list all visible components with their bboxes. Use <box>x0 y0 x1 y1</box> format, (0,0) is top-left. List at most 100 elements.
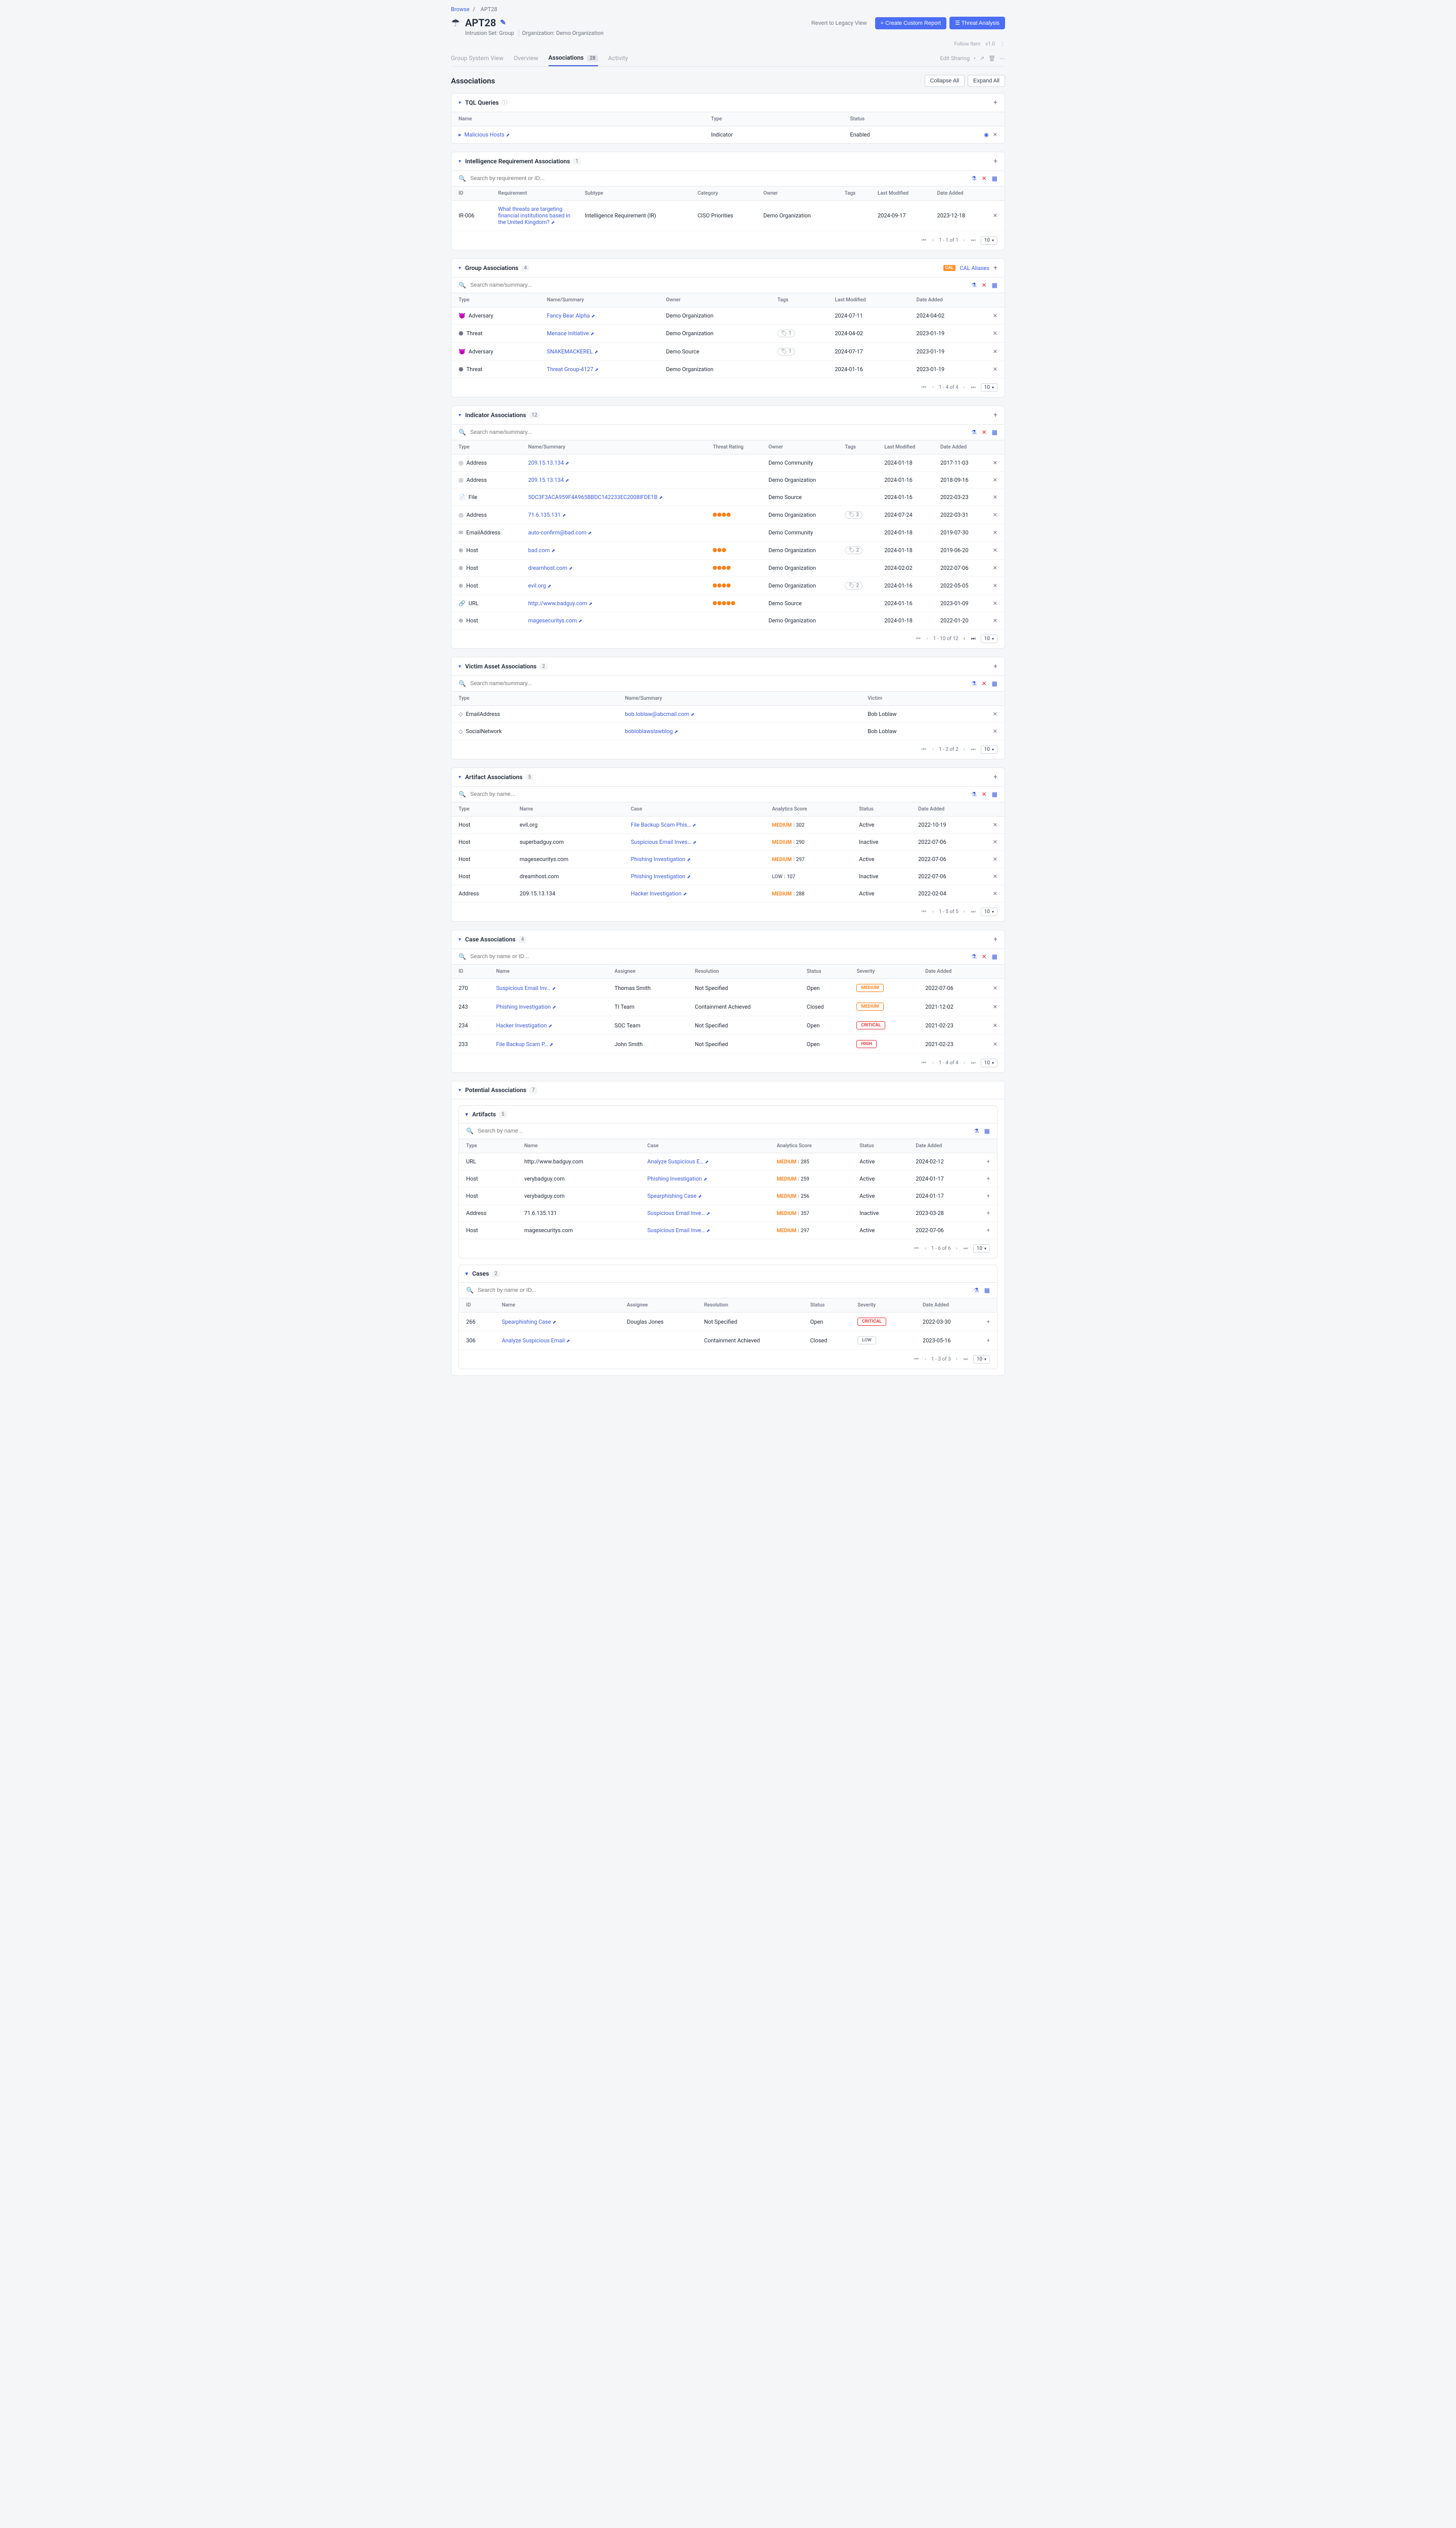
tag-chip[interactable]: 🏷 2 <box>845 582 862 590</box>
case-link[interactable]: Hacker Investigation <box>631 890 681 897</box>
case-link[interactable]: File Backup Scam P… <box>496 1041 548 1048</box>
page-size-select[interactable]: 10 ▾ <box>981 236 997 245</box>
search-input[interactable] <box>470 681 967 687</box>
revert-button[interactable]: Revert to Legacy View <box>806 18 872 29</box>
group-link[interactable]: SNAKEMACKEREL <box>547 348 593 355</box>
remove-icon[interactable]: ✕ <box>993 366 997 373</box>
add-icon[interactable]: + <box>993 264 997 272</box>
tab-associations[interactable]: Associations 28 <box>549 50 598 66</box>
ir-req-link[interactable]: What threats are targeting financial ins… <box>498 206 570 225</box>
case-link[interactable]: File Backup Scam Phis… <box>631 822 691 828</box>
add-icon[interactable]: + <box>993 157 997 165</box>
indicator-link[interactable]: http://www.badguy.com <box>528 600 587 607</box>
add-icon[interactable]: + <box>993 411 997 419</box>
remove-icon[interactable]: ✕ <box>993 873 997 880</box>
case-link[interactable]: Analyze Suspicious E… <box>647 1158 703 1165</box>
indicator-link[interactable]: auto-confirm@bad.com <box>528 529 586 536</box>
more-tabs-icon[interactable]: ⋯ <box>999 55 1005 62</box>
case-link[interactable]: Phishing Investigation <box>647 1176 702 1182</box>
tag-chip[interactable]: 🏷 2 <box>845 511 862 519</box>
edit-icon[interactable]: ✎ <box>500 19 506 27</box>
case-link[interactable]: Suspicious Email Inv… <box>496 985 550 991</box>
tab-group-system[interactable]: Group System View <box>451 51 504 66</box>
more-icon[interactable]: ⋮ <box>1000 41 1005 47</box>
edit-sharing-link[interactable]: Edit Sharing <box>940 55 970 62</box>
remove-icon[interactable]: ✕ <box>993 1022 997 1029</box>
expand-all-button[interactable]: Expand All <box>968 75 1005 87</box>
remove-icon[interactable]: ✕ <box>993 839 997 845</box>
remove-icon[interactable]: ✕ <box>993 1004 997 1010</box>
indicator-link[interactable]: bad.com <box>528 547 550 554</box>
chevron-down-icon[interactable]: ▾ <box>459 159 461 164</box>
group-link[interactable]: Menace Initiative <box>547 330 589 337</box>
remove-icon[interactable]: ✕ <box>993 565 997 571</box>
search-input[interactable] <box>470 954 967 960</box>
collapse-all-button[interactable]: Collapse All <box>925 75 965 87</box>
add-association-icon[interactable]: + <box>987 1227 990 1234</box>
remove-icon[interactable]: ✕ <box>993 512 997 518</box>
tag-chip[interactable]: 🏷 1 <box>778 330 795 337</box>
columns-icon[interactable]: ▦ <box>992 175 997 182</box>
remove-icon[interactable]: ✕ <box>993 330 997 337</box>
indicator-link[interactable]: magesecuritys.com <box>528 617 577 624</box>
search-input[interactable] <box>470 429 967 435</box>
page-prev[interactable]: ‹ <box>931 238 935 243</box>
search-input[interactable] <box>470 175 967 182</box>
group-link[interactable]: Threat Group-4127 <box>547 366 594 373</box>
remove-icon[interactable]: ✕ <box>993 600 997 607</box>
filter-icon[interactable]: ⚗ <box>971 282 977 289</box>
add-icon[interactable]: + <box>993 99 997 107</box>
page-first[interactable]: ⏮ <box>921 238 927 243</box>
tab-overview[interactable]: Overview <box>514 51 538 66</box>
tag-chip[interactable]: 🏷 1 <box>778 348 795 355</box>
add-association-icon[interactable]: + <box>987 1158 990 1165</box>
case-link[interactable]: Suspicious Email Inves… <box>631 839 691 845</box>
remove-icon[interactable]: ✕ <box>993 822 997 828</box>
tab-activity[interactable]: Activity <box>608 51 628 66</box>
case-link[interactable]: Spearphishing Case <box>647 1193 696 1199</box>
cal-aliases-link[interactable]: CAL Aliases <box>960 265 989 272</box>
search-input[interactable] <box>478 1287 970 1293</box>
add-association-icon[interactable]: + <box>987 1210 990 1216</box>
clear-filter-icon[interactable]: ✕ <box>982 175 987 182</box>
indicator-link[interactable]: 5DC3F3ACA959F4A965BBDC142233EC2008IFDE1B <box>528 494 658 501</box>
remove-icon[interactable]: ✕ <box>993 856 997 863</box>
indicator-link[interactable]: 209.15.13.134 <box>528 477 564 483</box>
search-input[interactable] <box>470 791 967 797</box>
add-association-icon[interactable]: + <box>987 1319 990 1325</box>
remove-icon[interactable]: ✕ <box>993 617 997 624</box>
case-link[interactable]: Spearphishing Case <box>502 1319 551 1325</box>
search-input[interactable] <box>478 1128 970 1134</box>
tql-name-link[interactable]: Malicious Hosts <box>465 131 505 138</box>
remove-icon[interactable]: ✕ <box>993 312 997 319</box>
columns-icon[interactable]: ▦ <box>992 282 997 289</box>
case-link[interactable]: Phishing Investigation <box>631 856 686 863</box>
case-link[interactable]: Hacker Investigation <box>496 1022 547 1029</box>
remove-icon[interactable]: ✕ <box>993 985 997 991</box>
indicator-link[interactable]: dreamhost.com <box>528 565 567 571</box>
breadcrumb-root[interactable]: Browse <box>451 6 470 13</box>
remove-icon[interactable]: ✕ <box>993 348 997 355</box>
share-icon[interactable]: ↗ <box>980 55 984 62</box>
filter-icon[interactable]: ⚗ <box>971 175 977 182</box>
create-report-button[interactable]: + Create Custom Report <box>875 17 947 29</box>
case-link[interactable]: Phishing Investigation <box>496 1004 551 1010</box>
page-last[interactable]: ⏭ <box>970 238 977 243</box>
remove-icon[interactable]: ✕ <box>993 890 997 897</box>
indicator-link[interactable]: 209.15.13.134 <box>528 460 564 466</box>
case-link[interactable]: Suspicious Email Inve… <box>647 1210 705 1216</box>
remove-icon[interactable]: ✕ <box>993 131 997 138</box>
status-icon[interactable]: ◉ <box>984 131 989 138</box>
case-link[interactable]: Phishing Investigation <box>631 873 686 880</box>
info-icon[interactable]: ⓘ <box>502 99 507 107</box>
tag-chip[interactable]: 🏷 2 <box>845 547 862 554</box>
group-link[interactable]: Fancy Bear Alpha <box>547 312 590 319</box>
remove-icon[interactable]: ✕ <box>993 529 997 536</box>
follow-item-link[interactable]: Follow Item <box>954 41 981 47</box>
remove-icon[interactable]: ✕ <box>993 494 997 501</box>
remove-icon[interactable]: ✕ <box>993 1041 997 1048</box>
threat-analysis-button[interactable]: ☰ Threat Analysis <box>949 17 1005 29</box>
remove-icon[interactable]: ✕ <box>993 460 997 466</box>
search-input[interactable] <box>470 282 967 288</box>
indicator-link[interactable]: evil.org <box>528 582 546 589</box>
